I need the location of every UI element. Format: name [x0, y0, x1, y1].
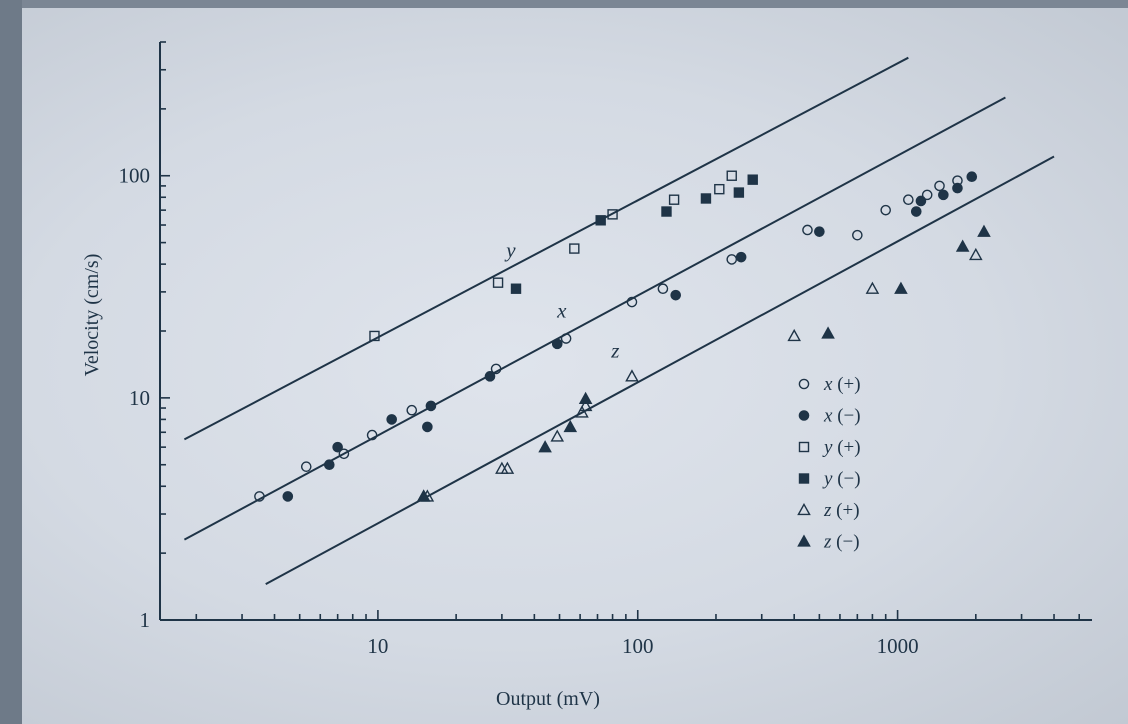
page-left-edge [0, 0, 22, 724]
data-point-circle-filled [484, 371, 496, 382]
data-point-circle-open [366, 429, 378, 441]
data-point-circle-filled [425, 400, 437, 412]
data-point-triangle-filled [563, 419, 578, 433]
data-point-circle-filled [938, 189, 949, 201]
data-point-circle-open [300, 461, 312, 472]
data-point-circle-filled [915, 195, 927, 207]
legend-label: x (+) [823, 374, 861, 395]
data-point-circle-filled [952, 182, 963, 194]
data-point-circle-open [934, 180, 945, 192]
data-point-circle-open [852, 229, 863, 241]
data-point-circle-filled [814, 226, 825, 237]
fit-lines [183, 56, 1055, 586]
data-point-square-open [668, 194, 680, 205]
legend-marker-circle-filled [798, 410, 810, 421]
data-point-circle-filled [966, 171, 978, 183]
axes: 10 100 1000 1 10 100 [119, 41, 1092, 658]
legend-label: z (+) [823, 500, 860, 521]
data-point-triangle-open [865, 281, 880, 294]
fit-line-x [183, 96, 1006, 541]
data-point-circle-open [626, 296, 638, 308]
data-point-triangle-open [575, 405, 589, 418]
y-tick-label: 10 [129, 386, 150, 410]
data-point-circle-filled [551, 338, 563, 350]
data-point-circle-open [903, 194, 914, 206]
data-point-circle-open [802, 224, 813, 236]
data-point-circle-filled [332, 441, 343, 453]
data-point-triangle-open [787, 328, 801, 342]
data-point-triangle-filled [977, 224, 991, 237]
fit-line-z [265, 155, 1055, 586]
data-point-circle-open [921, 189, 933, 201]
x-tick-label: 10 [367, 634, 388, 658]
data-point-circle-filled [670, 289, 682, 301]
data-point-circle-open [338, 448, 350, 460]
data-point-square-open [492, 277, 504, 288]
data-point-square-open [569, 243, 580, 254]
legend-label: z (−) [823, 532, 860, 553]
page-top-edge [0, 0, 1128, 8]
legend-label: y (−) [822, 469, 861, 490]
data-point-square-filled [510, 283, 522, 294]
y-tick-label: 100 [119, 164, 151, 188]
legend-marker-circle-open [798, 378, 810, 390]
data-point-triangle-filled [538, 440, 552, 453]
data-point-triangle-filled [578, 391, 593, 405]
data-point-circle-open [254, 491, 265, 502]
legend-marker-square-open [798, 441, 810, 453]
data-point-circle-open [490, 363, 502, 375]
data-point-circle-filled [422, 421, 433, 433]
data-point-square-filled [747, 174, 758, 185]
data-point-circle-filled [323, 459, 335, 471]
data-point-triangle-filled [821, 326, 835, 339]
data-point-square-open [607, 209, 618, 220]
legend-label: y (+) [822, 437, 861, 458]
data-point-square-filled [595, 215, 606, 226]
legend-marker-triangle-filled [797, 534, 811, 547]
y-tick-label: 1 [140, 608, 151, 632]
x-tick-label: 100 [622, 634, 654, 658]
data-point-circle-filled [386, 414, 398, 425]
curve-label-x: x [556, 299, 567, 323]
data-point-triangle-open [550, 429, 565, 442]
legend-marker-square-filled [798, 473, 810, 484]
data-point-triangle-open [500, 461, 515, 474]
data-point-square-filled [661, 206, 672, 217]
legend-marker-triangle-open [797, 502, 811, 516]
data-point-triangle-open [578, 398, 593, 412]
fit-line-y [183, 56, 909, 441]
data-point-circle-filled [282, 491, 294, 502]
data-point-circle-open [406, 404, 418, 416]
data-point-circle-open [726, 254, 738, 265]
data-point-circle-filled [910, 206, 922, 217]
data-point-square-open [714, 183, 725, 195]
curve-label-z: z [610, 338, 619, 362]
data-point-circle-filled [735, 251, 747, 263]
data-point-triangle-filled [955, 239, 970, 252]
data-point-circle-open [560, 333, 572, 344]
data-points [254, 170, 991, 502]
curve-label-y: y [504, 238, 516, 262]
data-point-square-open [369, 330, 380, 342]
legend: x (+) x (−) y (+) y (−) z (+) z (−) [797, 374, 861, 553]
data-point-triangle-open [969, 247, 983, 261]
data-point-triangle-filled [416, 489, 431, 502]
data-point-square-filled [700, 193, 712, 204]
data-point-triangle-filled [894, 281, 908, 294]
data-point-square-filled [733, 187, 745, 198]
x-tick-label: 1000 [877, 634, 919, 658]
y-axis-title: Velocity (cm/s) [81, 254, 103, 377]
data-point-square-open [726, 170, 737, 181]
data-point-circle-open [657, 283, 669, 295]
data-point-circle-open [880, 204, 892, 216]
chart-labels: Output (mV) Velocity (cm/s) y x z [81, 238, 619, 710]
x-axis-title: Output (mV) [496, 688, 600, 710]
legend-label: x (−) [823, 406, 861, 427]
data-point-triangle-open [625, 369, 639, 382]
